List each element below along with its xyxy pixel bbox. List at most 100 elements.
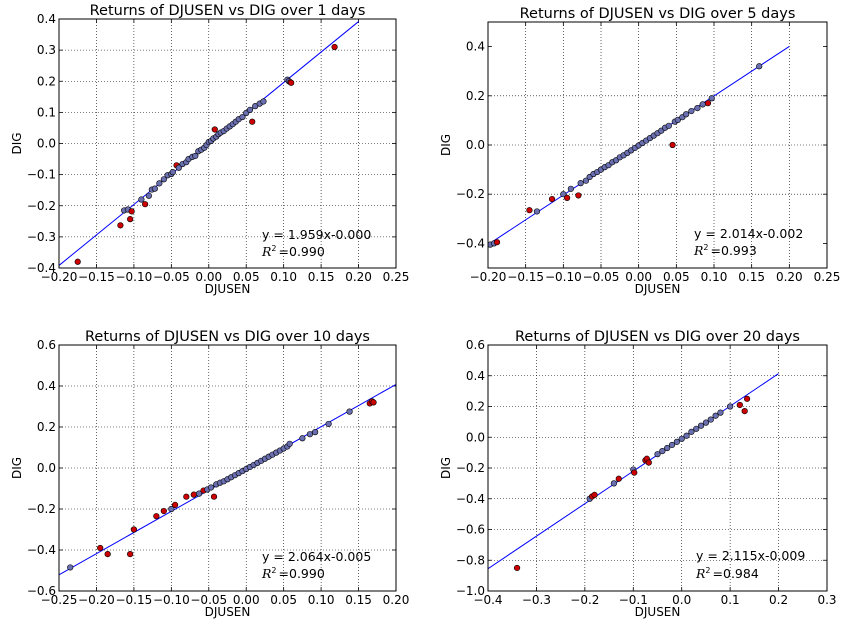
y-axis-label: DIG xyxy=(10,132,24,154)
x-tick-label: 0.05 xyxy=(270,593,297,607)
data-point xyxy=(312,429,319,436)
x-tick-label: −0.25 xyxy=(41,593,78,607)
data-point xyxy=(563,194,571,201)
data-point xyxy=(741,408,748,415)
data-point xyxy=(156,180,163,187)
y-axis-label: DIG xyxy=(439,457,453,479)
data-point xyxy=(707,416,714,423)
data-point xyxy=(246,106,254,113)
data-point xyxy=(645,459,652,466)
data-point xyxy=(708,95,715,102)
data-point xyxy=(678,435,685,442)
data-point xyxy=(160,176,167,183)
data-point xyxy=(631,469,638,476)
data-point xyxy=(104,550,111,558)
y-tick-label: −0.6 xyxy=(27,584,56,598)
data-point xyxy=(239,113,246,121)
data-point xyxy=(128,208,135,215)
x-tick-label: 0.05 xyxy=(233,270,260,284)
chart-title: Returns of DJUSEN vs DIG over 5 days xyxy=(520,6,796,22)
data-point xyxy=(727,403,734,410)
data-point xyxy=(195,490,203,497)
data-point xyxy=(560,191,567,198)
axes-frame xyxy=(487,344,828,592)
data-point xyxy=(97,544,104,552)
data-point xyxy=(183,493,190,500)
r-squared-symbol: R xyxy=(261,566,271,581)
axes-frame xyxy=(58,344,397,592)
y-tick-label: 0.4 xyxy=(466,369,485,383)
y-tick-label: 0.4 xyxy=(466,40,485,54)
x-tick-label: −0.05 xyxy=(153,270,190,284)
data-point xyxy=(567,185,574,192)
data-point xyxy=(493,239,501,246)
data-point xyxy=(513,564,521,572)
r-squared: R2 =0.984 xyxy=(695,566,759,581)
data-point xyxy=(683,111,690,118)
data-point xyxy=(130,526,137,533)
scatter-panel: −0.4 −0.3 −0.2 −0.1 0.0 0.1 0.2 0.3 −1.0 −0.8 −0.6… xyxy=(439,329,837,619)
x-tick-label: −0.05 xyxy=(190,593,227,607)
y-tick-label: 0.0 xyxy=(37,461,56,475)
r-squared: R2 =0.990 xyxy=(261,566,325,581)
data-point xyxy=(717,409,724,416)
y-tick-label: −0.2 xyxy=(27,199,56,213)
y-tick-label: −0.4 xyxy=(456,492,485,506)
data-point xyxy=(260,98,267,105)
data-point xyxy=(683,432,690,439)
x-tick-label: 0.25 xyxy=(383,270,410,284)
y-tick-label: 0.2 xyxy=(466,89,485,103)
data-point xyxy=(169,169,176,176)
r-squared: R2 =0.990 xyxy=(261,244,325,259)
x-tick-label: 0.10 xyxy=(270,270,297,284)
data-point xyxy=(577,180,584,187)
data-point xyxy=(664,444,671,452)
y-axis-label: DIG xyxy=(439,134,453,156)
data-point xyxy=(665,122,672,129)
x-axis-label: DJUSEN xyxy=(635,282,681,296)
x-axis-label: DJUSEN xyxy=(205,605,251,619)
y-tick-label: −0.3 xyxy=(27,230,56,244)
points-group xyxy=(488,63,763,248)
points-group xyxy=(513,395,751,572)
data-point xyxy=(526,207,533,214)
x-tick-label: −0.05 xyxy=(583,270,620,284)
data-point xyxy=(688,428,695,435)
y-tick-label: 0.3 xyxy=(37,43,56,57)
r-squared-value: =0.990 xyxy=(279,566,325,581)
data-point xyxy=(286,440,293,447)
x-tick-label: 0.25 xyxy=(814,270,841,284)
data-point xyxy=(145,192,152,199)
r-squared-symbol: R xyxy=(261,244,271,259)
y-tick-label: 0.2 xyxy=(466,400,485,414)
x-tick-label: 0.00 xyxy=(195,270,222,284)
y-tick-label: 0.0 xyxy=(466,138,485,152)
data-point xyxy=(74,258,81,265)
x-tick-label: 0.20 xyxy=(345,270,372,284)
x-tick-label: −0.15 xyxy=(78,270,115,284)
x-tick-label: 0.10 xyxy=(701,270,728,284)
data-point xyxy=(712,412,719,419)
x-tick-label: −0.20 xyxy=(470,270,507,284)
data-point xyxy=(127,216,134,223)
scatter-panel: −0.25 −0.20 −0.15 −0.10 −0.05 0.00 0.05 0.10 0.1… xyxy=(10,329,409,619)
r-squared-exponent: 2 xyxy=(705,566,710,575)
y-tick-label: −0.1 xyxy=(27,168,56,182)
data-point xyxy=(533,208,541,215)
data-point xyxy=(668,441,676,449)
data-point xyxy=(249,118,256,125)
data-point xyxy=(659,447,666,455)
r-squared-exponent: 2 xyxy=(271,244,276,253)
data-point xyxy=(669,141,676,149)
y-tick-label: −0.4 xyxy=(27,261,56,275)
data-point xyxy=(688,107,695,115)
x-tick-label: 0.10 xyxy=(308,593,335,607)
data-point xyxy=(591,491,598,499)
data-point xyxy=(325,420,332,428)
data-point xyxy=(299,435,306,442)
r-squared-exponent: 2 xyxy=(703,243,708,252)
r-squared-exponent: 2 xyxy=(271,566,276,575)
y-tick-label: 0.1 xyxy=(37,105,56,119)
x-tick-label: −0.15 xyxy=(115,593,152,607)
